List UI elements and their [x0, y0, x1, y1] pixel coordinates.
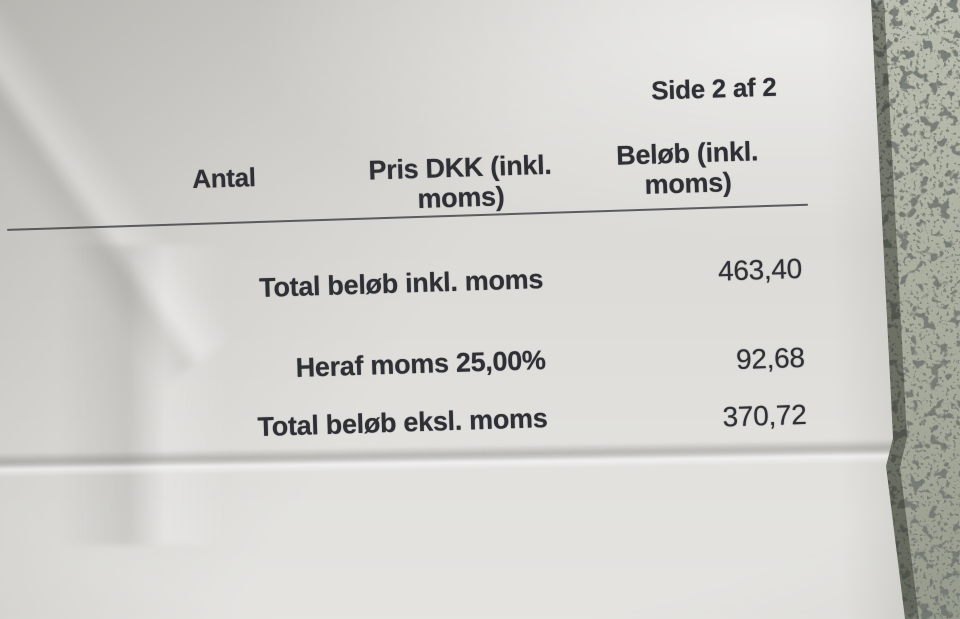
row-amount-heraf-moms: 92,68 — [735, 341, 806, 376]
row-label-heraf-moms: Heraf moms 25,00% — [295, 345, 547, 383]
column-header-beloeb: Beløb (inkl. moms) — [615, 136, 759, 201]
column-header-pris-dkk: Pris DKK (inkl. moms) — [368, 149, 552, 215]
row-label-total-eksl-moms: Total beløb eksl. moms — [257, 403, 548, 443]
row-label-total-inkl-moms: Total beløb inkl. moms — [258, 264, 544, 303]
paper-crease-vertical — [60, 245, 230, 545]
page-indicator: Side 2 af 2 — [650, 71, 777, 106]
column-header-antal: Antal — [191, 162, 257, 195]
row-amount-total-inkl-moms: 463,40 — [717, 252, 803, 287]
row-amount-total-eksl-moms: 370,72 — [722, 398, 807, 433]
